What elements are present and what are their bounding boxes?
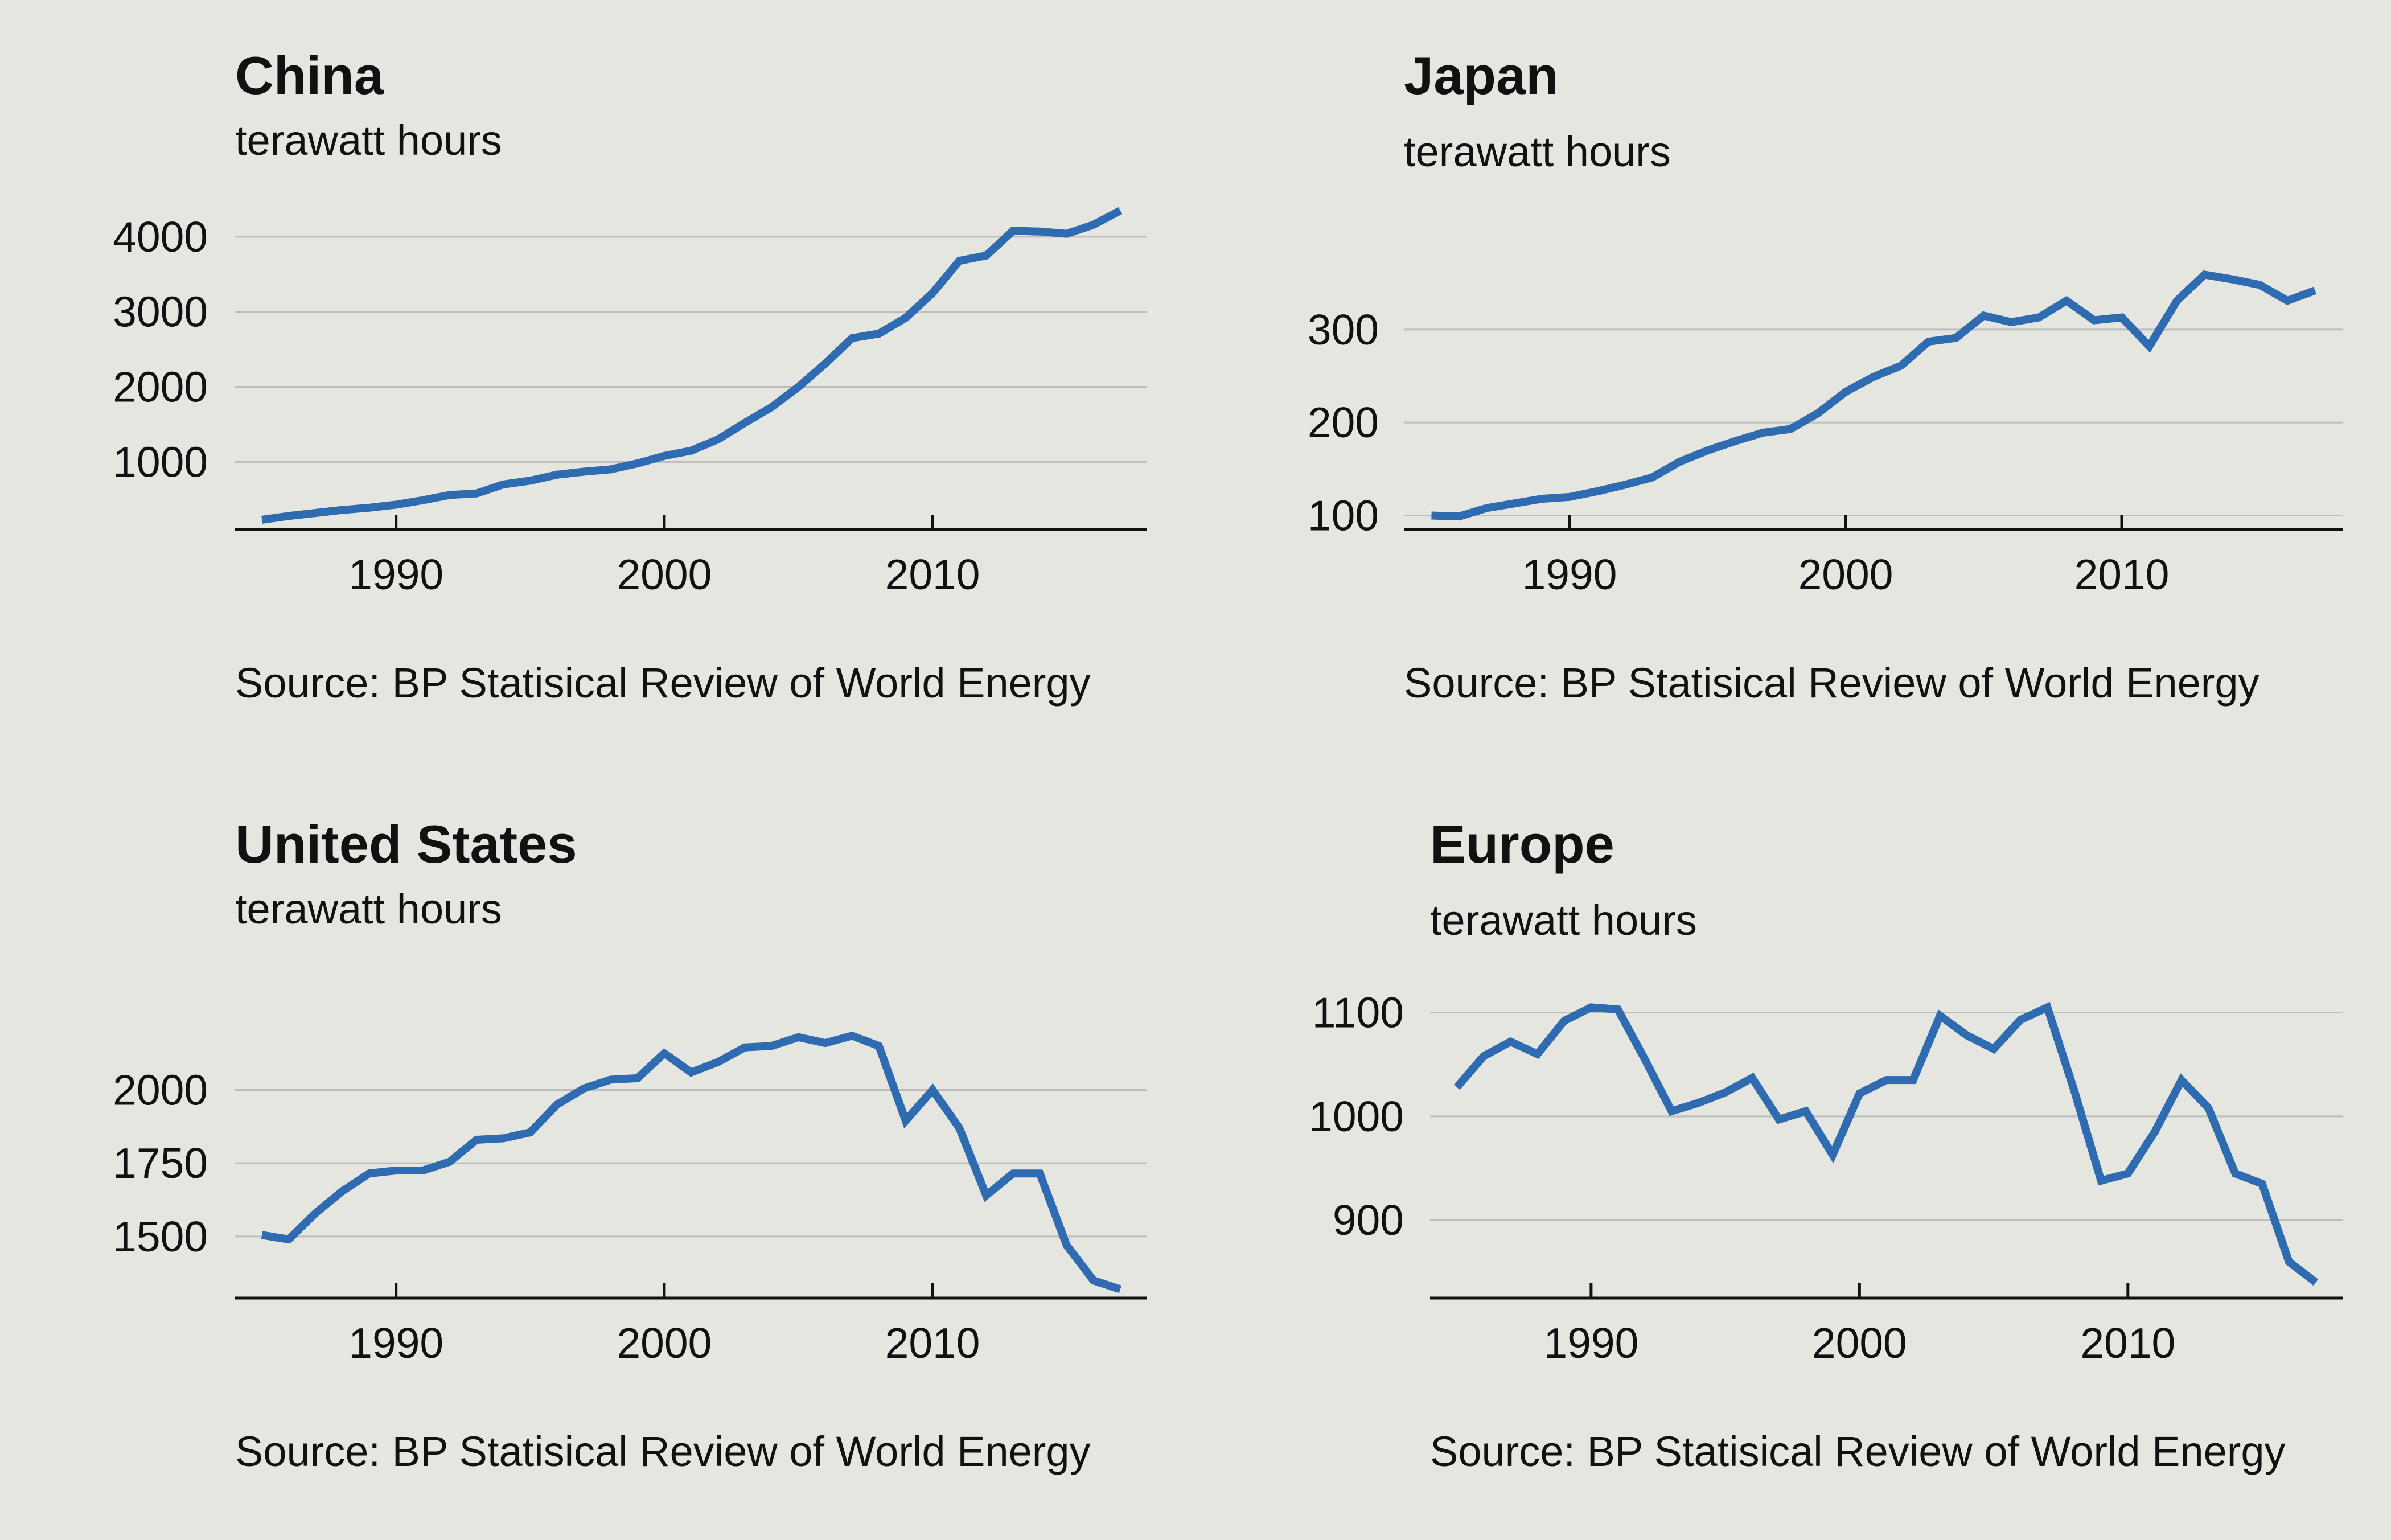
source-note: Source: BP Statisical Review of World En…	[235, 659, 1091, 707]
x-tick-label: 2010	[885, 1319, 980, 1367]
x-tick-label: 1990	[1522, 551, 1617, 598]
y-axis-label: terawatt hours	[1430, 897, 1697, 944]
y-tick-label: 1100	[1312, 989, 1404, 1037]
x-tick-label: 1990	[1543, 1319, 1638, 1367]
x-tick-label: 2000	[1798, 551, 1893, 598]
x-tick-label: 2000	[617, 1319, 712, 1367]
y-tick-label: 2000	[113, 1066, 208, 1114]
y-axis-label: terawatt hours	[235, 117, 502, 164]
y-tick-label: 4000	[113, 213, 208, 261]
x-tick-label: 1990	[348, 551, 443, 598]
y-tick-label: 1000	[113, 438, 208, 486]
y-tick-label: 1750	[113, 1139, 208, 1187]
chart-panel-china: China terawatt hours 1000 2000 3000 4000 1990 2…	[113, 46, 1147, 707]
series-line	[261, 1031, 1122, 1293]
source-note: Source: BP Statisical Review of World En…	[1404, 659, 2259, 707]
source-note: Source: BP Statisical Review of World En…	[235, 1428, 1091, 1475]
x-tick-label: 1990	[348, 1319, 443, 1367]
y-tick-label: 200	[1308, 399, 1379, 446]
x-tick-label: 2000	[617, 551, 712, 598]
series-line	[1431, 270, 2316, 521]
y-tick-label: 2000	[113, 363, 208, 411]
chart-title: United States	[235, 814, 577, 874]
source-note: Source: BP Statisical Review of World En…	[1430, 1428, 2286, 1475]
chart-title: China	[235, 46, 384, 105]
y-tick-label: 1500	[113, 1213, 208, 1260]
y-tick-label: 3000	[113, 288, 208, 336]
y-axis-label: terawatt hours	[1404, 128, 1671, 175]
series-line	[1453, 1001, 2319, 1286]
chart-panel-japan: Japan terawatt hours 100 200 300 1990 2000 2010…	[1308, 46, 2343, 707]
y-tick-label: 1000	[1309, 1093, 1404, 1140]
y-axis-label: terawatt hours	[235, 885, 502, 933]
chart-panel-europe: Europe terawatt hours 900 1000 1100 1990 2000 2…	[1309, 814, 2343, 1475]
chart-title: Japan	[1404, 46, 1559, 105]
x-tick-label: 2000	[1812, 1319, 1907, 1367]
x-tick-label: 2010	[2074, 551, 2170, 598]
series-line	[261, 207, 1123, 524]
chart-title: Europe	[1430, 814, 1614, 874]
y-tick-label: 900	[1333, 1196, 1404, 1244]
y-tick-label: 300	[1308, 306, 1379, 354]
x-tick-label: 2010	[2080, 1319, 2175, 1367]
x-tick-label: 2010	[885, 551, 980, 598]
y-tick-label: 100	[1308, 492, 1379, 540]
chart-panel-united-states: United States terawatt hours 1500 1750 2000 1…	[113, 814, 1147, 1475]
